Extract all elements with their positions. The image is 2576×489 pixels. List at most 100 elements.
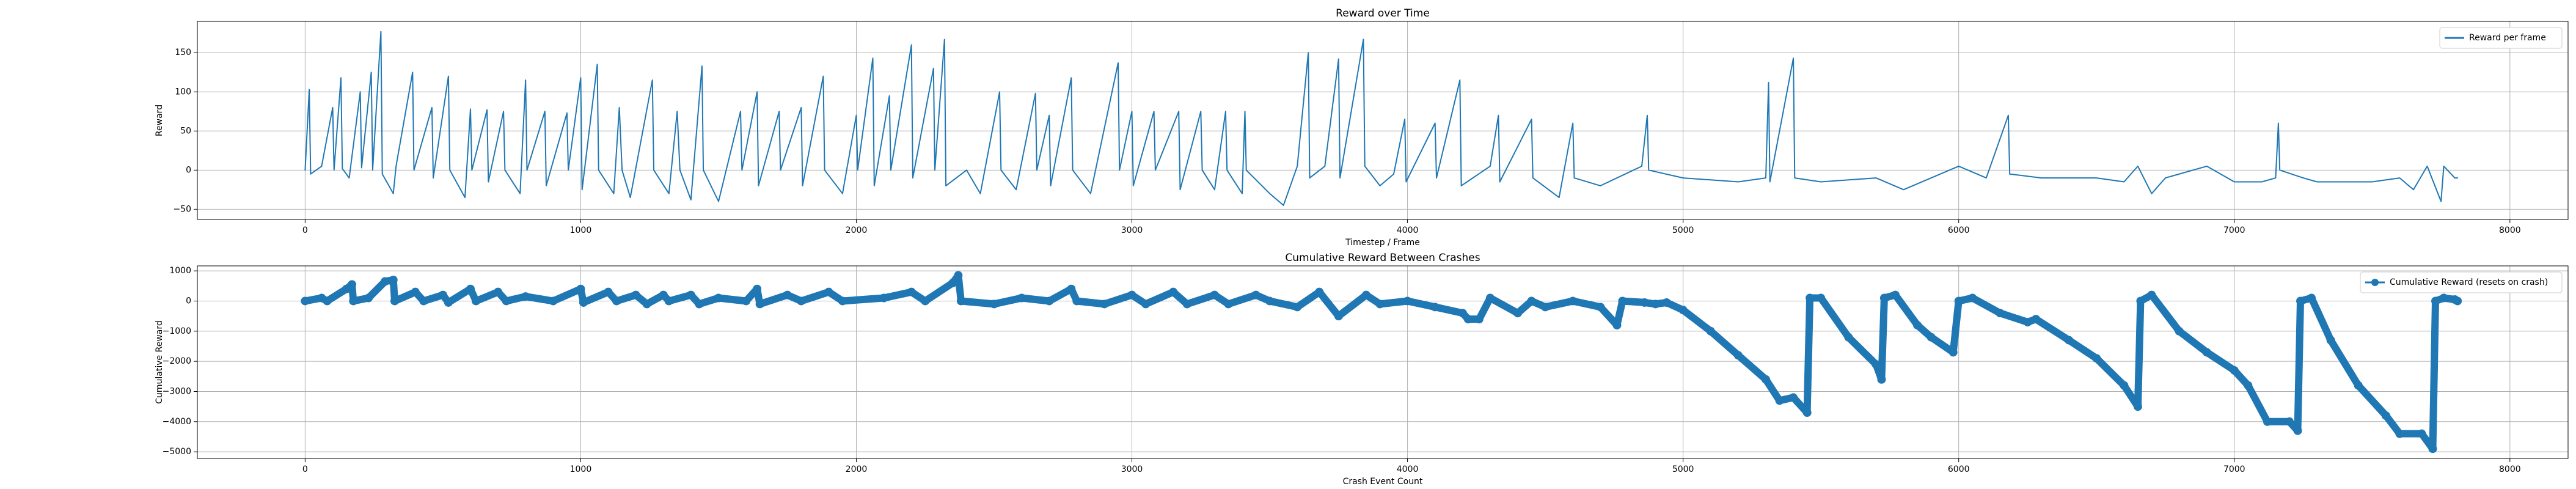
- data-point: [2381, 411, 2390, 420]
- data-point: [2023, 318, 2032, 327]
- data-point: [466, 284, 475, 293]
- data-point: [576, 284, 585, 293]
- x-tick-label: 3000: [1121, 465, 1143, 474]
- y-tick-label: 100: [175, 87, 191, 97]
- data-point: [1527, 296, 1536, 306]
- data-point: [1872, 360, 1881, 369]
- data-point: [714, 293, 723, 303]
- y-tick-label: −1000: [163, 326, 191, 336]
- y-tick-label: −50: [173, 204, 191, 214]
- data-point: [364, 293, 373, 303]
- data-point: [1334, 312, 1343, 321]
- data-point: [1182, 300, 1191, 309]
- chart-title: Reward over Time: [1336, 7, 1430, 20]
- data-point: [494, 287, 503, 296]
- data-point: [824, 287, 833, 296]
- data-point: [2133, 402, 2142, 411]
- data-point: [1640, 298, 1649, 307]
- data-point: [301, 296, 310, 306]
- legend-marker: [2371, 279, 2379, 286]
- data-point: [2120, 381, 2129, 390]
- x-tick-label: 0: [302, 465, 308, 474]
- data-point: [838, 296, 847, 306]
- x-tick-label: 6000: [1948, 226, 1970, 235]
- data-point: [755, 300, 764, 309]
- data-point: [753, 284, 762, 293]
- data-point: [1775, 396, 1784, 405]
- data-point: [1541, 303, 1550, 312]
- y-axis-label: Reward: [155, 105, 164, 136]
- data-point: [2065, 336, 2074, 345]
- data-point: [1733, 351, 1743, 360]
- x-tick-label: 1000: [570, 465, 592, 474]
- data-point: [1403, 296, 1412, 306]
- x-tick-label: 3000: [1121, 226, 1143, 235]
- data-point: [1568, 296, 1578, 306]
- data-point: [1251, 290, 1261, 300]
- data-point: [1761, 375, 1770, 384]
- data-point: [2175, 326, 2184, 336]
- data-point: [2244, 381, 2253, 390]
- x-tick-label: 2000: [846, 465, 868, 474]
- data-point: [419, 296, 428, 306]
- data-point: [1662, 298, 1671, 307]
- data-point: [1485, 293, 1495, 303]
- data-point: [604, 287, 613, 296]
- data-point: [323, 296, 332, 306]
- data-point: [2428, 444, 2437, 454]
- data-point: [579, 298, 588, 307]
- x-tick-label: 2000: [846, 226, 868, 235]
- data-point: [1017, 293, 1026, 303]
- data-point: [1678, 306, 1688, 315]
- data-point: [1817, 293, 1826, 303]
- x-tick-label: 6000: [1948, 465, 1970, 474]
- data-point: [1224, 300, 1233, 309]
- data-point: [1474, 315, 1484, 324]
- data-point: [2431, 296, 2440, 306]
- data-point: [907, 287, 916, 296]
- data-point: [1612, 320, 1622, 329]
- y-tick-label: 1000: [169, 266, 191, 276]
- data-point: [1458, 309, 1467, 318]
- data-point: [349, 296, 358, 306]
- data-point: [1169, 287, 1178, 296]
- y-tick-label: −5000: [163, 447, 191, 457]
- data-point: [2032, 315, 2041, 324]
- data-point: [1315, 287, 1324, 296]
- data-point: [1618, 296, 1627, 306]
- data-point: [1513, 309, 1523, 318]
- data-point: [472, 296, 481, 306]
- data-point: [1596, 303, 1605, 312]
- x-tick-label: 0: [302, 226, 308, 235]
- data-point: [521, 292, 530, 301]
- data-point: [2326, 336, 2335, 345]
- y-tick-label: −2000: [163, 356, 191, 366]
- x-tick-label: 7000: [2223, 465, 2245, 474]
- data-point: [390, 296, 399, 306]
- data-point: [381, 277, 390, 286]
- x-axis-label: Crash Event Count: [1343, 477, 1423, 487]
- x-tick-label: 4000: [1397, 465, 1419, 474]
- data-point: [631, 290, 640, 300]
- data-point: [1293, 303, 1302, 312]
- legend-label: Cumulative Reward (resets on crash): [2390, 278, 2548, 287]
- data-point: [2293, 426, 2302, 435]
- data-point: [990, 300, 999, 309]
- data-point: [2354, 381, 2363, 390]
- axes-frame: [197, 265, 2569, 459]
- axes-frame: [197, 21, 2569, 220]
- data-point: [921, 296, 930, 306]
- y-tick-label: 50: [180, 126, 191, 136]
- data-point: [438, 290, 447, 300]
- y-tick-label: −3000: [163, 386, 191, 396]
- x-tick-label: 5000: [1672, 226, 1694, 235]
- data-point: [956, 296, 965, 306]
- data-point: [695, 300, 704, 309]
- data-point: [1463, 315, 1473, 324]
- data-point: [2307, 293, 2316, 303]
- x-tick-label: 4000: [1397, 226, 1419, 235]
- data-point: [1706, 326, 1715, 336]
- data-point: [1045, 296, 1054, 306]
- data-point: [389, 275, 398, 284]
- data-point: [948, 278, 957, 287]
